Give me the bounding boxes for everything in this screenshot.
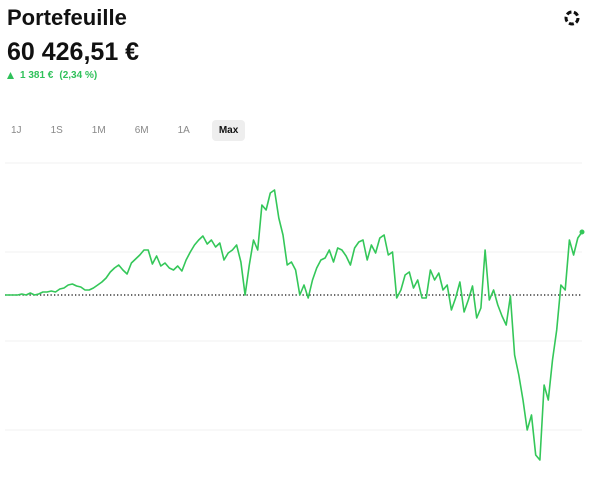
range-tab[interactable]: 1A <box>177 125 190 136</box>
range-tab[interactable]: 6M <box>134 125 149 136</box>
change-amount: 1 381 € <box>20 70 54 81</box>
change: 1 381 € (2,34 %) <box>7 70 97 81</box>
loading-icon[interactable] <box>563 9 581 27</box>
last-point <box>579 229 585 235</box>
price-line <box>5 189 583 461</box>
change-percent: (2,34 %) <box>59 70 98 81</box>
range-tab[interactable]: 1J <box>11 125 22 136</box>
title: Portefeuille <box>7 5 127 30</box>
range-tab[interactable]: Max <box>211 120 246 141</box>
range-tabs: 1J 1S 1M 6M 1A Max <box>4 120 260 141</box>
range-tab[interactable]: 1M <box>91 125 106 136</box>
up-arrow <box>7 72 14 79</box>
range-tab[interactable]: 1S <box>50 125 63 136</box>
amount: 60 426,51 € <box>7 38 140 66</box>
